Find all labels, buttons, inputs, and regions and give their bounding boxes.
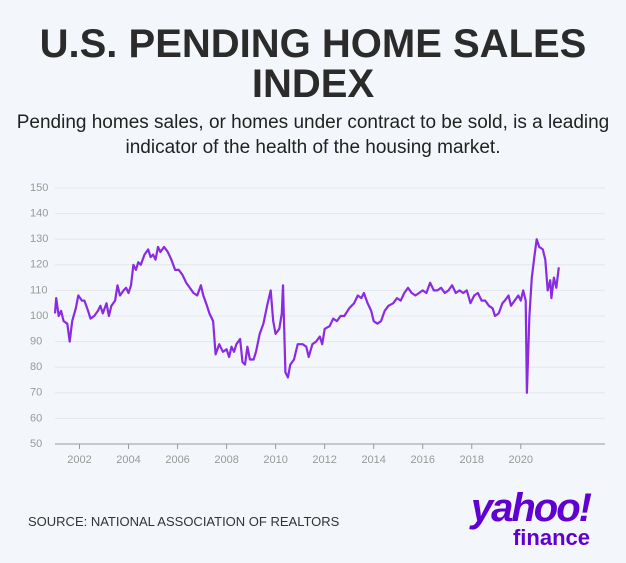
x-tick-label: 2008 — [214, 454, 238, 466]
x-tick-label: 2006 — [165, 454, 189, 466]
data-line — [53, 238, 560, 394]
y-tick-label: 120 — [30, 259, 48, 271]
source-note: SOURCE: NATIONAL ASSOCIATION OF REALTORS — [28, 514, 340, 529]
y-tick-label: 50 — [30, 438, 42, 450]
x-tick-label: 2016 — [410, 454, 434, 466]
y-tick-label: 70 — [30, 387, 42, 399]
y-tick-label: 150 — [30, 182, 48, 194]
logo-sub: finance — [512, 525, 590, 550]
x-tick-label: 2012 — [312, 454, 336, 466]
chart-title: U.S. PENDING HOME SALES INDEX — [39, 22, 587, 106]
y-tick-label: 140 — [30, 208, 48, 220]
x-tick-label: 2014 — [361, 454, 385, 466]
chart-subtitle: Pending homes sales, or homes under cont… — [16, 112, 610, 158]
x-tick-label: 2018 — [460, 454, 484, 466]
y-tick-label: 90 — [30, 336, 42, 348]
y-tick-label: 80 — [30, 361, 42, 373]
x-tick-label: 2004 — [116, 454, 140, 466]
y-tick-label: 60 — [30, 412, 42, 424]
y-tick-label: 110 — [30, 284, 48, 296]
x-tick-label: 2002 — [67, 454, 91, 466]
y-tick-label: 130 — [30, 233, 48, 245]
x-tick-label: 2020 — [509, 454, 533, 466]
y-tick-label: 100 — [30, 310, 48, 322]
x-tick-label: 2010 — [263, 454, 287, 466]
logo: yahoo! — [470, 486, 592, 530]
